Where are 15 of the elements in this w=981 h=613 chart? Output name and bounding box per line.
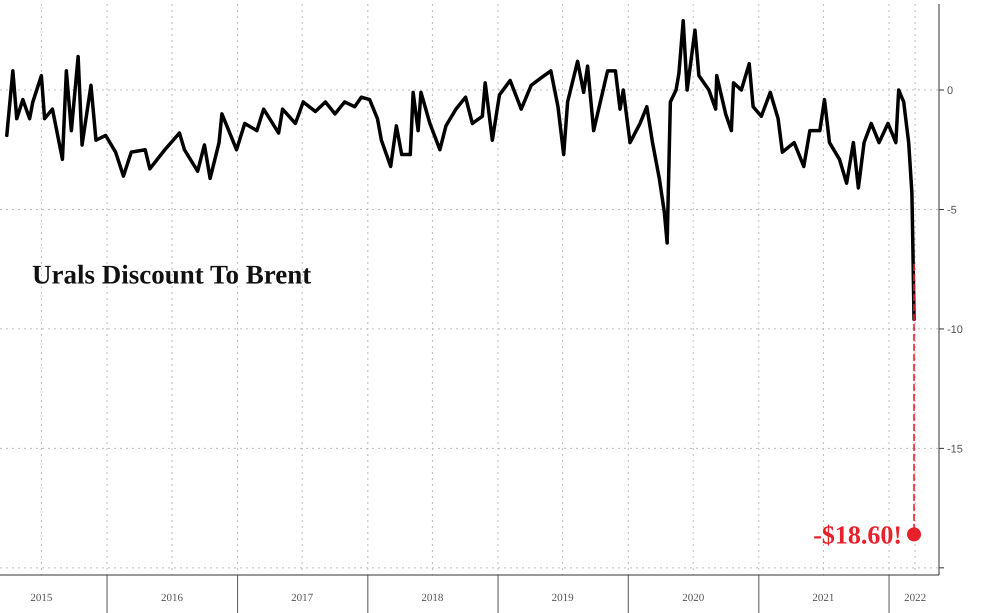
line-series bbox=[5, 18, 916, 322]
x-tick-label: 2019 bbox=[552, 592, 574, 604]
y-tick-label: -15 bbox=[947, 443, 963, 456]
y-tick-label: -5 bbox=[947, 204, 957, 216]
x-tick-label: 2016 bbox=[160, 592, 184, 604]
x-tick-label: 2021 bbox=[812, 592, 834, 604]
x-tick-label: 2020 bbox=[682, 592, 705, 604]
y-tick-label: -10 bbox=[947, 324, 963, 336]
x-tick-label: 2018 bbox=[421, 592, 444, 604]
text: Urals Discount To Brent bbox=[32, 260, 312, 290]
x-tick-label: 2015 bbox=[30, 592, 53, 604]
annotation: -$18.60! bbox=[813, 520, 902, 550]
y-tick-label: 0 bbox=[947, 85, 954, 98]
x-tick-label: 2017 bbox=[291, 592, 314, 604]
x-tick-label: 2022 bbox=[904, 592, 926, 604]
